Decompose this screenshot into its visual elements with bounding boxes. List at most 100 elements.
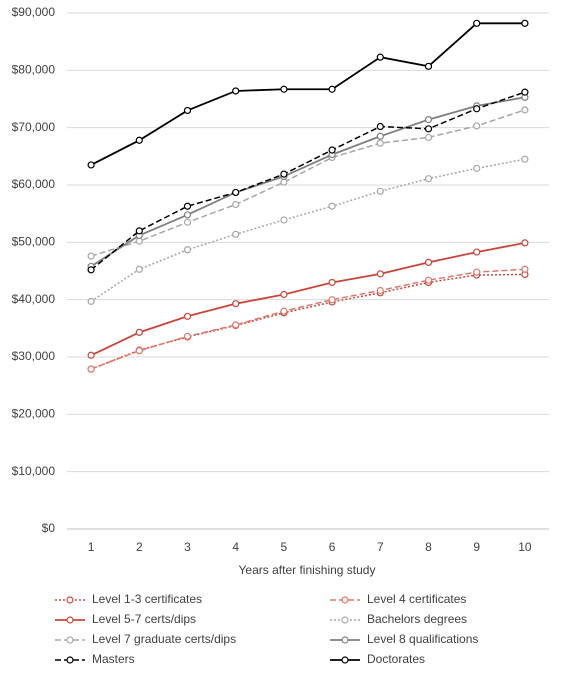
series-line: [90, 109, 526, 257]
data-point: [183, 106, 192, 115]
x-axis-title: Years after finishing study: [239, 563, 376, 577]
legend-label: Level 1-3 certificates: [92, 592, 202, 606]
data-point: [183, 202, 192, 210]
data-point: [473, 122, 481, 130]
data-point: [135, 227, 143, 235]
data-point: [521, 265, 529, 273]
data-point: [521, 106, 529, 114]
series-line: [90, 91, 526, 271]
data-point: [424, 133, 433, 142]
data-point: [232, 230, 240, 238]
data-point: [183, 312, 192, 320]
x-tick-label: 8: [425, 540, 432, 554]
data-point: [376, 286, 384, 295]
legend-label: Bachelors degrees: [367, 612, 467, 626]
data-point: [183, 246, 192, 254]
x-tick-label: 10: [518, 540, 532, 554]
data-point: [473, 164, 481, 172]
legend-marker: [341, 596, 349, 604]
data-point: [183, 211, 192, 219]
data-point: [424, 258, 433, 266]
y-tick-label: $60,000: [12, 177, 56, 191]
data-point: [280, 307, 288, 315]
data-point: [424, 125, 433, 133]
data-point: [135, 265, 143, 273]
x-tick-label: 5: [281, 540, 288, 554]
data-point: [521, 88, 529, 96]
legend-marker: [66, 616, 74, 624]
y-tick-label: $40,000: [12, 292, 56, 306]
data-point: [473, 268, 481, 276]
data-point: [135, 237, 143, 245]
legend-marker: [341, 656, 349, 664]
x-tick-label: 9: [473, 540, 480, 554]
data-point: [521, 19, 529, 27]
data-point: [280, 290, 288, 299]
data-point: [328, 202, 336, 210]
y-tick-label: $70,000: [12, 120, 56, 134]
data-point: [376, 187, 384, 195]
series-line: [90, 158, 526, 303]
data-point: [87, 351, 95, 359]
series-line: [90, 96, 526, 268]
data-point: [87, 297, 95, 305]
data-point: [521, 155, 529, 163]
data-point: [232, 188, 240, 197]
data-point: [87, 252, 95, 260]
y-tick-label: $30,000: [12, 349, 56, 363]
x-tick-label: 4: [232, 540, 239, 554]
data-point: [473, 105, 481, 113]
data-point: [232, 200, 240, 209]
data-point: [232, 300, 240, 308]
data-point: [87, 266, 95, 274]
legend-label: Level 8 qualifications: [367, 632, 478, 646]
legend-marker: [66, 596, 74, 604]
y-tick-label: $50,000: [12, 235, 56, 249]
legend-label: Level 4 certificates: [367, 592, 466, 606]
y-tick-label: $20,000: [12, 407, 56, 421]
data-point: [376, 53, 384, 61]
data-point: [376, 270, 384, 278]
x-tick-label: 7: [377, 540, 384, 554]
data-point: [328, 146, 336, 154]
data-point: [328, 85, 336, 93]
y-tick-label: $80,000: [12, 63, 56, 77]
data-point: [424, 62, 433, 70]
x-tick-label: 2: [136, 540, 143, 554]
data-point: [135, 328, 143, 336]
data-point: [376, 122, 384, 131]
data-point: [87, 365, 95, 373]
data-point: [280, 85, 288, 93]
data-point: [183, 332, 192, 340]
legend-marker: [341, 636, 349, 644]
data-point: [280, 216, 288, 224]
legend-marker: [66, 636, 74, 644]
data-point: [280, 178, 288, 186]
legend-label: Level 7 graduate certs/dips: [92, 632, 236, 646]
data-point: [521, 239, 529, 247]
data-point: [328, 296, 336, 304]
data-point: [280, 170, 288, 178]
series-line: [90, 268, 525, 370]
x-tick-label: 3: [184, 540, 191, 554]
data-point: [232, 87, 240, 95]
y-tick-label: $10,000: [12, 464, 56, 478]
series-line: [90, 242, 526, 357]
legend-label: Level 5-7 certs/dips: [92, 612, 196, 626]
legend-marker: [341, 616, 349, 624]
data-point: [376, 139, 384, 147]
data-point: [376, 132, 384, 140]
data-point: [87, 161, 95, 169]
data-point: [135, 136, 143, 144]
x-tick-label: 1: [88, 540, 95, 554]
data-point: [473, 248, 481, 256]
series-line: [90, 22, 525, 166]
data-point: [424, 276, 433, 284]
data-point: [183, 218, 192, 226]
x-tick-label: 6: [329, 540, 336, 554]
data-point: [135, 347, 143, 355]
legend-label: Masters: [92, 652, 135, 666]
y-tick-label: $90,000: [12, 5, 56, 19]
data-point: [424, 116, 433, 124]
